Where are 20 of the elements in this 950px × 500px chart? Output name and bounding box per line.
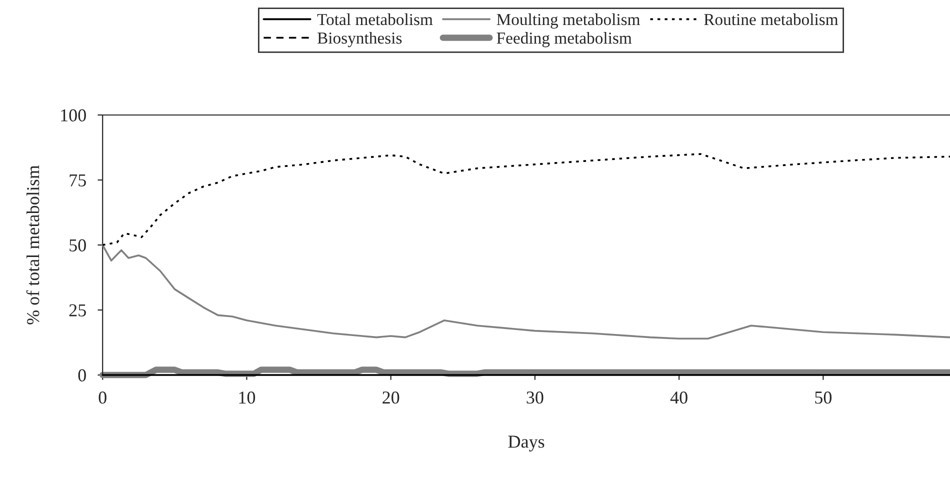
x-tick-label: 30 [526,391,544,404]
x-tick-label: 40 [670,391,688,404]
legend-label: Routine metabolism [704,13,838,26]
legend-label: Total metabolism [317,13,433,26]
x-axis-title: Days [508,436,544,452]
y-tick-label: 25 [69,304,86,316]
line-series [102,244,950,340]
x-tick-label: 20 [382,391,400,404]
y-tick-label: 50 [70,239,86,252]
y-tick-label: 0 [78,369,86,382]
y-tick-label: 75 [70,174,86,186]
y-tick-label: 100 [61,109,86,122]
x-tick-label: 50 [815,391,832,404]
legend-label: Moulting metabolism [496,13,640,29]
x-tick-label: 0 [98,391,106,404]
x-tick-label: 10 [239,391,256,404]
legend-label: Feeding metabolism [496,32,632,48]
line-series [102,153,950,246]
y-axis-title: % of total metabolism [26,165,40,324]
legend-label: Biosynthesis [317,32,402,48]
